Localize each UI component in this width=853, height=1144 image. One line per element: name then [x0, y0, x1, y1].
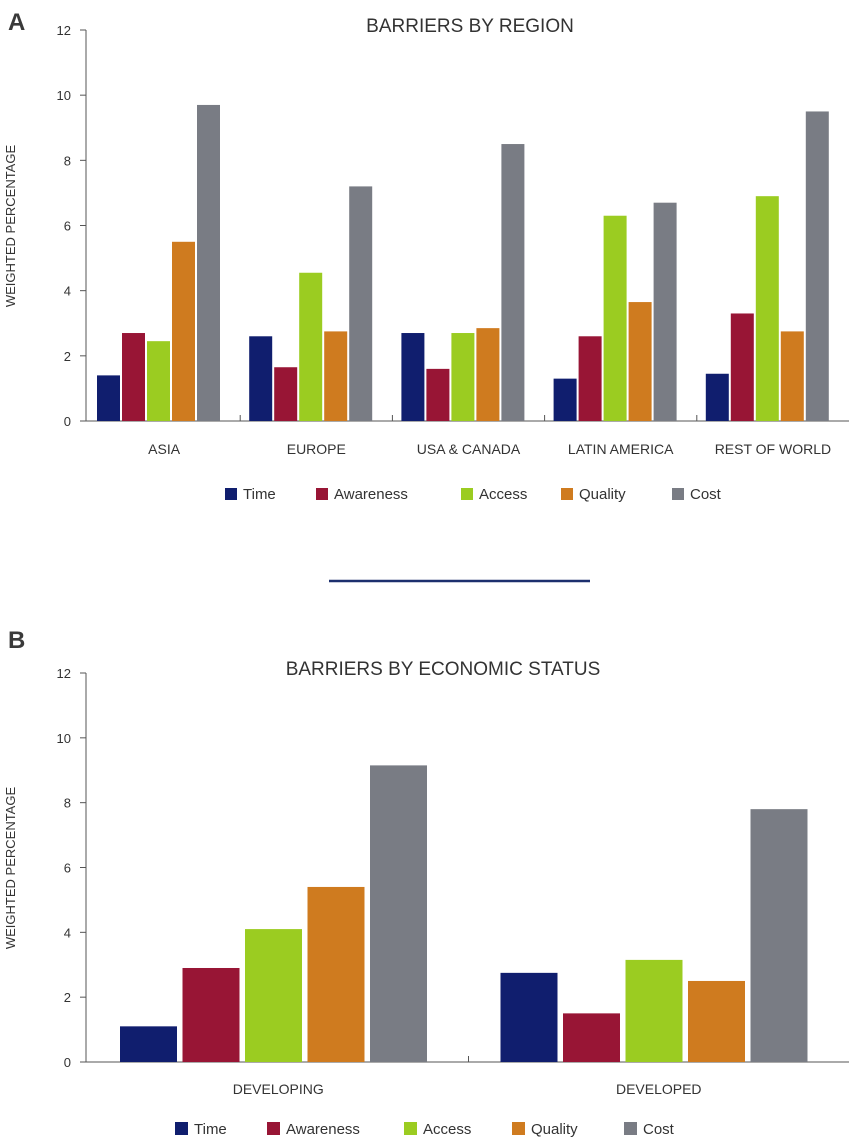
chart-b-y-tick-label: 8: [64, 796, 71, 811]
chart-a-bar-latin-america-cost: [653, 202, 677, 421]
chart-a-bar-usa-and-canada-cost: [501, 144, 525, 421]
chart-b-title: BARRIERS BY ECONOMIC STATUS: [286, 659, 601, 680]
chart-a-legend-label-time: Time: [243, 486, 276, 503]
chart-b-y-tick-label: 0: [64, 1055, 71, 1070]
chart-b-bar-developed-access: [625, 959, 683, 1062]
chart-a-bar-latin-america-quality: [628, 302, 652, 421]
chart-a-panel-letter: A: [8, 9, 25, 36]
chart-a-legend-swatch-cost: [672, 488, 684, 500]
chart-b-legend-swatch-cost: [624, 1122, 637, 1135]
chart-a-y-tick-label: 12: [57, 23, 71, 38]
chart-a-bar-usa-and-canada-quality: [476, 328, 500, 421]
chart-a-bar-rest-of-world-quality: [780, 331, 804, 421]
chart-b-legend-swatch-awareness: [267, 1122, 280, 1135]
chart-a-legend-label-access: Access: [479, 486, 527, 503]
chart-a-legend-label-quality: Quality: [579, 486, 626, 503]
chart-a-bar-asia-time: [97, 375, 120, 421]
chart-a-y-tick-label: 6: [64, 219, 71, 234]
chart-a-legend-swatch-quality: [561, 488, 573, 500]
chart-b-legend-label-access: Access: [423, 1121, 471, 1138]
chart-b-legend-label-quality: Quality: [531, 1121, 578, 1138]
chart-a-legend-swatch-time: [225, 488, 237, 500]
chart-b-y-tick-label: 2: [64, 990, 71, 1005]
chart-b-bar-developed-awareness: [563, 1013, 620, 1062]
chart-a-y-tick-label: 8: [64, 153, 71, 168]
chart-a-bar-latin-america-access: [603, 215, 627, 421]
chart-a: A BARRIERS BY REGION WEIGHTED PERCENTAGE 0 2…: [3, 9, 849, 503]
chart-a-bar-latin-america-awareness: [578, 336, 602, 421]
chart-a-bar-europe-time: [249, 336, 273, 421]
chart-a-bar-asia-awareness: [122, 333, 145, 421]
chart-a-bar-europe-cost: [349, 186, 373, 421]
chart-b-y-tick-label: 10: [57, 731, 71, 746]
chart-b-legend-swatch-quality: [512, 1122, 525, 1135]
chart-a-category-label: EUROPE: [287, 441, 346, 457]
chart-a-y-tick-label: 0: [64, 414, 71, 429]
chart-a-legend: Time Awareness Access Quality Cost: [225, 486, 722, 503]
chart-a-bar-rest-of-world-awareness: [730, 313, 754, 421]
chart-a-y-axis-label: WEIGHTED PERCENTAGE: [3, 145, 18, 308]
chart-a-category-label: REST OF WORLD: [715, 441, 831, 457]
chart-b: B BARRIERS BY ECONOMIC STATUS WEIGHTED PER…: [3, 627, 849, 1138]
chart-b-bar-developing-quality: [307, 886, 365, 1062]
chart-b-bar-developed-time: [500, 972, 558, 1062]
chart-a-y-tick-label: 2: [64, 349, 71, 364]
chart-b-legend-label-cost: Cost: [643, 1121, 675, 1138]
chart-a-y-tick-label: 10: [57, 88, 71, 103]
chart-a-legend-swatch-access: [461, 488, 473, 500]
chart-a-bar-europe-access: [299, 272, 323, 421]
chart-a-bar-asia-access: [147, 341, 170, 421]
chart-a-bar-rest-of-world-time: [705, 373, 729, 421]
chart-a-legend-swatch-awareness: [316, 488, 328, 500]
chart-a-category-label: LATIN AMERICA: [568, 441, 674, 457]
chart-b-legend: Time Awareness Access Quality Cost: [175, 1121, 675, 1138]
chart-b-panel-letter: B: [8, 627, 25, 654]
chart-a-category-label: USA & CANADA: [417, 441, 521, 457]
chart-a-bar-asia-quality: [172, 241, 195, 421]
chart-a-bar-europe-awareness: [274, 367, 298, 421]
chart-a-y-tick-label: 4: [64, 284, 71, 299]
chart-b-bar-developed-cost: [750, 809, 808, 1062]
chart-b-y-tick-label: 12: [57, 666, 71, 681]
chart-a-bar-usa-and-canada-awareness: [426, 368, 450, 421]
chart-a-category-label: ASIA: [148, 441, 181, 457]
chart-b-bar-developing-awareness: [182, 967, 240, 1062]
chart-a-bar-europe-quality: [324, 331, 348, 421]
chart-a-bar-rest-of-world-cost: [805, 111, 829, 421]
chart-a-title: BARRIERS BY REGION: [366, 16, 574, 37]
chart-b-legend-label-awareness: Awareness: [286, 1121, 360, 1138]
chart-b-y-axis-label: WEIGHTED PERCENTAGE: [3, 787, 18, 950]
chart-b-legend-swatch-time: [175, 1122, 188, 1135]
chart-b-bar-developing-cost: [370, 765, 427, 1062]
chart-a-bar-latin-america-time: [553, 378, 577, 421]
chart-b-bar-developed-quality: [688, 980, 745, 1062]
chart-b-bar-developing-access: [245, 929, 302, 1062]
chart-a-legend-label-cost: Cost: [690, 486, 722, 503]
chart-b-category-label: DEVELOPED: [616, 1081, 702, 1097]
chart-b-legend-label-time: Time: [194, 1121, 227, 1138]
chart-a-bar-rest-of-world-access: [755, 196, 779, 421]
chart-a-bar-asia-cost: [197, 104, 220, 422]
chart-b-bar-developing-time: [120, 1026, 177, 1062]
chart-b-legend-swatch-access: [404, 1122, 417, 1135]
chart-b-category-label: DEVELOPING: [233, 1081, 324, 1097]
chart-b-y-tick-label: 4: [64, 925, 71, 940]
chart-a-bar-usa-and-canada-access: [451, 333, 475, 421]
chart-a-legend-label-awareness: Awareness: [334, 486, 408, 503]
chart-b-y-tick-label: 6: [64, 861, 71, 876]
chart-a-bar-usa-and-canada-time: [401, 333, 425, 421]
